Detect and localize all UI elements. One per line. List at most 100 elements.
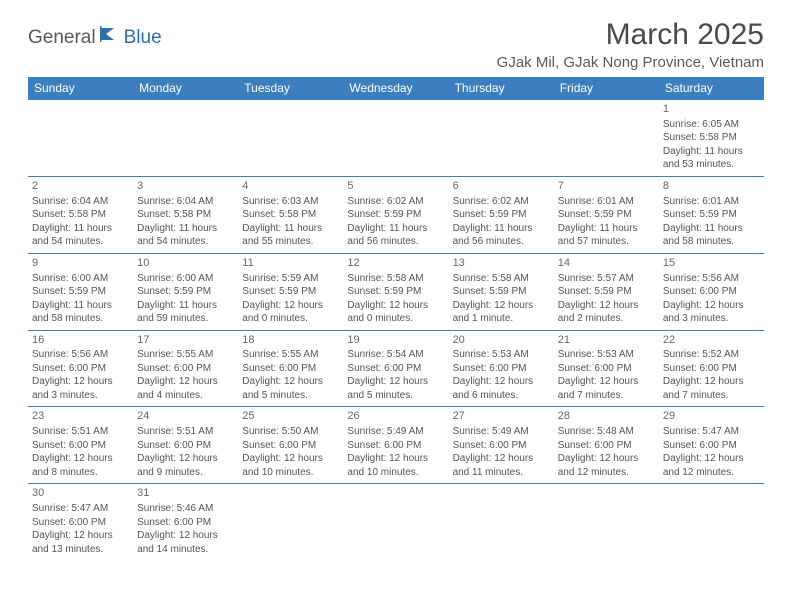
sunset-text: Sunset: 6:00 PM xyxy=(663,362,760,376)
sunrise-text: Sunrise: 5:55 AM xyxy=(242,348,339,362)
calendar-day-cell xyxy=(343,100,448,176)
sunset-text: Sunset: 6:00 PM xyxy=(32,439,129,453)
day-header: Tuesday xyxy=(238,77,343,100)
calendar-day-cell: 2Sunrise: 6:04 AMSunset: 5:58 PMDaylight… xyxy=(28,176,133,253)
sunrise-text: Sunrise: 6:02 AM xyxy=(347,195,444,209)
daylight-text: Daylight: 12 hours and 12 minutes. xyxy=(558,452,655,479)
page-header: General Blue March 2025 GJak Mil, GJak N… xyxy=(28,18,764,71)
calendar-day-cell xyxy=(554,484,659,560)
daylight-text: Daylight: 11 hours and 56 minutes. xyxy=(347,222,444,249)
sunset-text: Sunset: 6:00 PM xyxy=(137,439,234,453)
daylight-text: Daylight: 12 hours and 12 minutes. xyxy=(663,452,760,479)
calendar-day-cell: 9Sunrise: 6:00 AMSunset: 5:59 PMDaylight… xyxy=(28,253,133,330)
calendar-table: Sunday Monday Tuesday Wednesday Thursday… xyxy=(28,77,764,560)
sunrise-text: Sunrise: 5:51 AM xyxy=(32,425,129,439)
calendar-day-cell: 4Sunrise: 6:03 AMSunset: 5:58 PMDaylight… xyxy=(238,176,343,253)
day-number: 2 xyxy=(32,179,129,194)
daylight-text: Daylight: 12 hours and 6 minutes. xyxy=(453,375,550,402)
calendar-page: General Blue March 2025 GJak Mil, GJak N… xyxy=(0,0,792,570)
calendar-day-cell: 26Sunrise: 5:49 AMSunset: 6:00 PMDayligh… xyxy=(343,407,448,484)
daylight-text: Daylight: 12 hours and 8 minutes. xyxy=(32,452,129,479)
daylight-text: Daylight: 11 hours and 58 minutes. xyxy=(32,299,129,326)
daylight-text: Daylight: 12 hours and 2 minutes. xyxy=(558,299,655,326)
sunset-text: Sunset: 6:00 PM xyxy=(137,362,234,376)
calendar-day-cell: 8Sunrise: 6:01 AMSunset: 5:59 PMDaylight… xyxy=(659,176,764,253)
sunset-text: Sunset: 6:00 PM xyxy=(663,285,760,299)
sunset-text: Sunset: 6:00 PM xyxy=(453,439,550,453)
calendar-day-cell: 1Sunrise: 6:05 AMSunset: 5:58 PMDaylight… xyxy=(659,100,764,176)
calendar-day-cell: 15Sunrise: 5:56 AMSunset: 6:00 PMDayligh… xyxy=(659,253,764,330)
logo-flag-icon xyxy=(100,26,122,47)
calendar-day-cell: 17Sunrise: 5:55 AMSunset: 6:00 PMDayligh… xyxy=(133,330,238,407)
location-subtitle: GJak Mil, GJak Nong Province, Vietnam xyxy=(497,54,764,71)
calendar-day-cell xyxy=(238,100,343,176)
day-header-row: Sunday Monday Tuesday Wednesday Thursday… xyxy=(28,77,764,100)
sunrise-text: Sunrise: 6:00 AM xyxy=(137,272,234,286)
calendar-week-row: 16Sunrise: 5:56 AMSunset: 6:00 PMDayligh… xyxy=(28,330,764,407)
logo-text-general: General xyxy=(28,27,96,49)
sunrise-text: Sunrise: 5:47 AM xyxy=(663,425,760,439)
day-number: 21 xyxy=(558,333,655,348)
daylight-text: Daylight: 12 hours and 10 minutes. xyxy=(347,452,444,479)
day-number: 7 xyxy=(558,179,655,194)
calendar-week-row: 9Sunrise: 6:00 AMSunset: 5:59 PMDaylight… xyxy=(28,253,764,330)
day-number: 16 xyxy=(32,333,129,348)
sunset-text: Sunset: 5:58 PM xyxy=(32,208,129,222)
sunset-text: Sunset: 5:58 PM xyxy=(242,208,339,222)
calendar-day-cell: 23Sunrise: 5:51 AMSunset: 6:00 PMDayligh… xyxy=(28,407,133,484)
calendar-day-cell: 12Sunrise: 5:58 AMSunset: 5:59 PMDayligh… xyxy=(343,253,448,330)
daylight-text: Daylight: 12 hours and 3 minutes. xyxy=(663,299,760,326)
day-number: 28 xyxy=(558,409,655,424)
sunset-text: Sunset: 5:59 PM xyxy=(558,208,655,222)
daylight-text: Daylight: 12 hours and 9 minutes. xyxy=(137,452,234,479)
sunset-text: Sunset: 6:00 PM xyxy=(558,362,655,376)
calendar-day-cell: 21Sunrise: 5:53 AMSunset: 6:00 PMDayligh… xyxy=(554,330,659,407)
calendar-day-cell: 27Sunrise: 5:49 AMSunset: 6:00 PMDayligh… xyxy=(449,407,554,484)
day-number: 22 xyxy=(663,333,760,348)
day-number: 6 xyxy=(453,179,550,194)
sunrise-text: Sunrise: 5:59 AM xyxy=(242,272,339,286)
day-header: Thursday xyxy=(449,77,554,100)
day-number: 8 xyxy=(663,179,760,194)
day-number: 10 xyxy=(137,256,234,271)
sunset-text: Sunset: 6:00 PM xyxy=(347,439,444,453)
day-number: 19 xyxy=(347,333,444,348)
daylight-text: Daylight: 12 hours and 7 minutes. xyxy=(558,375,655,402)
daylight-text: Daylight: 11 hours and 54 minutes. xyxy=(32,222,129,249)
calendar-day-cell xyxy=(343,484,448,560)
day-number: 31 xyxy=(137,486,234,501)
sunset-text: Sunset: 5:59 PM xyxy=(32,285,129,299)
calendar-day-cell: 25Sunrise: 5:50 AMSunset: 6:00 PMDayligh… xyxy=(238,407,343,484)
daylight-text: Daylight: 11 hours and 59 minutes. xyxy=(137,299,234,326)
calendar-day-cell: 5Sunrise: 6:02 AMSunset: 5:59 PMDaylight… xyxy=(343,176,448,253)
calendar-day-cell: 22Sunrise: 5:52 AMSunset: 6:00 PMDayligh… xyxy=(659,330,764,407)
day-number: 23 xyxy=(32,409,129,424)
sunrise-text: Sunrise: 5:58 AM xyxy=(453,272,550,286)
day-number: 29 xyxy=(663,409,760,424)
day-number: 27 xyxy=(453,409,550,424)
calendar-day-cell xyxy=(133,100,238,176)
sunrise-text: Sunrise: 5:46 AM xyxy=(137,502,234,516)
calendar-day-cell: 19Sunrise: 5:54 AMSunset: 6:00 PMDayligh… xyxy=(343,330,448,407)
daylight-text: Daylight: 12 hours and 0 minutes. xyxy=(347,299,444,326)
day-number: 13 xyxy=(453,256,550,271)
calendar-body: 1Sunrise: 6:05 AMSunset: 5:58 PMDaylight… xyxy=(28,100,764,560)
calendar-day-cell xyxy=(554,100,659,176)
calendar-day-cell: 11Sunrise: 5:59 AMSunset: 5:59 PMDayligh… xyxy=(238,253,343,330)
sunrise-text: Sunrise: 5:56 AM xyxy=(663,272,760,286)
sunrise-text: Sunrise: 6:04 AM xyxy=(32,195,129,209)
sunrise-text: Sunrise: 5:49 AM xyxy=(453,425,550,439)
calendar-day-cell xyxy=(28,100,133,176)
day-number: 3 xyxy=(137,179,234,194)
sunset-text: Sunset: 5:59 PM xyxy=(242,285,339,299)
sunset-text: Sunset: 6:00 PM xyxy=(663,439,760,453)
daylight-text: Daylight: 12 hours and 14 minutes. xyxy=(137,529,234,556)
sunset-text: Sunset: 6:00 PM xyxy=(558,439,655,453)
sunset-text: Sunset: 5:59 PM xyxy=(347,208,444,222)
sunset-text: Sunset: 5:58 PM xyxy=(663,131,760,145)
sunrise-text: Sunrise: 5:53 AM xyxy=(453,348,550,362)
sunset-text: Sunset: 6:00 PM xyxy=(242,439,339,453)
day-number: 20 xyxy=(453,333,550,348)
daylight-text: Daylight: 12 hours and 3 minutes. xyxy=(32,375,129,402)
day-number: 11 xyxy=(242,256,339,271)
